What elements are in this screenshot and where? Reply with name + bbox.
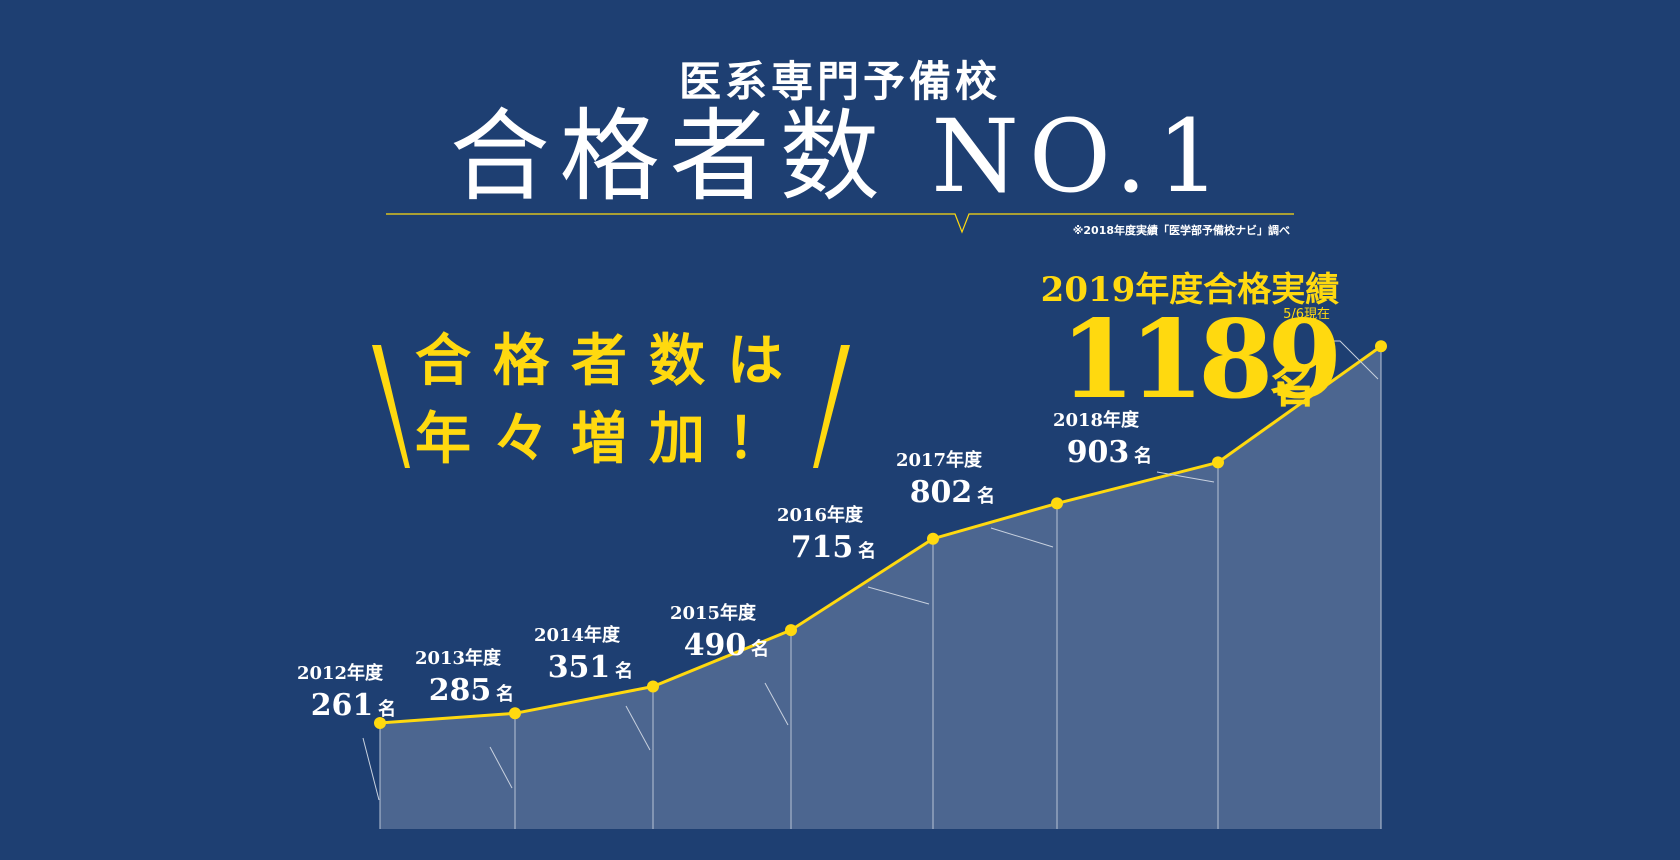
leader-line [764,682,789,726]
point-value-label: 351 [548,650,611,685]
point-value-label: 285 [429,673,492,708]
catchphrase-line-2: 年々増加！ [415,406,805,472]
series-line [379,345,1382,725]
point-year-label: 2012年度 [297,662,384,684]
point-value-label: 261 [311,688,374,723]
point-unit-label: 名 [858,540,876,562]
point-year-label: 2013年度 [415,647,502,669]
data-point [374,717,386,729]
header-subtitle: 医系専門予備校 [678,57,1001,106]
point-unit-label: 名 [615,660,633,682]
data-point [1212,456,1224,469]
point-unit-label: 名 [496,683,514,705]
point-unit-label: 名 [378,698,396,720]
point-year-label: 2017年度 [896,449,983,471]
data-point [927,532,939,545]
leader-line [362,737,380,801]
header-underline [386,213,1294,234]
leader-line [867,586,930,605]
catchphrase-line-1: 合格者数は [415,328,805,394]
point-year-label: 2016年度 [777,504,864,526]
catch-slash-left [372,345,410,468]
highlight-title: 2019年度合格実績 [1040,270,1340,310]
leader-line [1156,471,1215,483]
source-note: ※2018年度実績「医学部予備校ナビ」調べ [1072,224,1290,237]
highlight-value: 1189 [1060,297,1343,423]
point-year-label: 2015年度 [670,602,757,624]
point-unit-label: 名 [1134,445,1152,467]
chart-area [380,346,1381,829]
point-unit-label: 名 [977,485,995,507]
leader-line [990,527,1054,548]
data-point [1051,497,1063,510]
highlight-unit: 名 [1270,359,1316,413]
data-point [1375,340,1387,353]
data-point [509,707,521,720]
data-point [785,624,797,637]
point-unit-label: 名 [751,638,769,660]
point-value-label: 903 [1067,435,1130,470]
point-value-label: 802 [910,475,973,510]
leader-line [625,705,651,751]
data-point [647,680,659,693]
catch-slash-right [813,345,850,468]
highlight-date: 5/6現在 [1283,307,1330,322]
point-value-label: 715 [791,530,854,565]
point-value-label: 490 [684,628,747,663]
catchphrase: 合格者数は 年々増加！ [410,322,810,478]
leader-line [1319,340,1379,380]
point-year-label: 2014年度 [534,624,621,646]
point-year-label: 2018年度 [1053,409,1140,431]
header-title: 合格者数 NO.1 [449,98,1231,215]
leader-line [489,746,513,789]
